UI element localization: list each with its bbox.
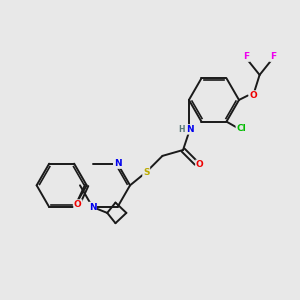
Text: N: N <box>89 202 96 211</box>
Text: H: H <box>178 125 185 134</box>
Text: O: O <box>249 91 257 100</box>
Text: F: F <box>270 52 276 61</box>
Text: S: S <box>143 168 149 177</box>
Text: Cl: Cl <box>236 124 246 134</box>
Text: N: N <box>114 159 121 168</box>
Text: O: O <box>196 160 204 169</box>
Text: F: F <box>243 52 249 61</box>
Text: O: O <box>74 200 82 209</box>
Text: N: N <box>187 125 194 134</box>
